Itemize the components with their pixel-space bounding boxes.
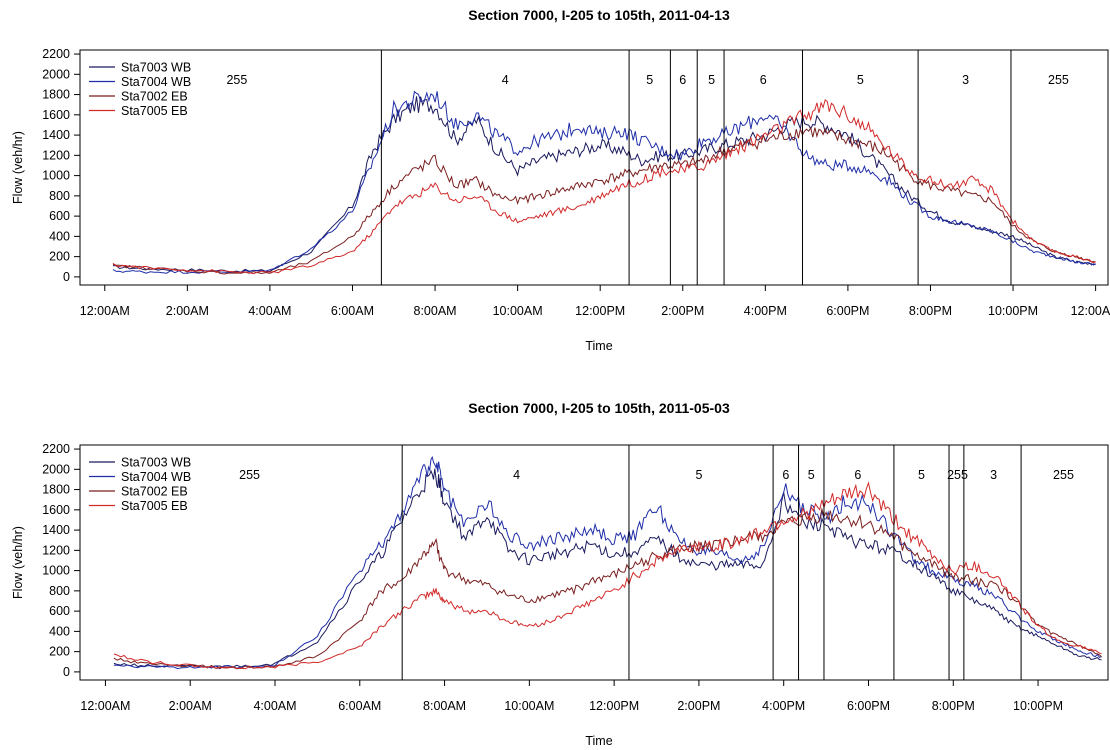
y-tick-label: 800 bbox=[49, 584, 70, 598]
y-tick-label: 400 bbox=[49, 624, 70, 638]
region-label: 5 bbox=[695, 468, 702, 482]
x-tick-label: 6:00AM bbox=[331, 304, 374, 318]
plot-frame bbox=[79, 444, 1109, 681]
x-tick-label: 10:00AM bbox=[493, 304, 543, 318]
x-tick-label: 2:00PM bbox=[661, 304, 704, 318]
x-tick-label: 2:00AM bbox=[169, 699, 212, 713]
y-tick-label: 1600 bbox=[42, 108, 70, 122]
y-tick-label: 0 bbox=[63, 270, 70, 284]
x-tick-label: 12:00PM bbox=[575, 304, 625, 318]
chart-title: Section 7000, I-205 to 105th, 2011-05-03 bbox=[468, 400, 730, 416]
y-tick-label: 2200 bbox=[42, 442, 70, 456]
series-line-sta7003-wb bbox=[113, 468, 1102, 669]
x-tick-label: 4:00AM bbox=[253, 699, 296, 713]
x-tick-label: 6:00AM bbox=[338, 699, 381, 713]
y-tick-label: 200 bbox=[49, 645, 70, 659]
series-line-sta7004-wb bbox=[112, 90, 1096, 274]
region-label: 255 bbox=[1053, 468, 1074, 482]
y-tick-label: 2000 bbox=[42, 67, 70, 81]
y-tick-label: 1000 bbox=[42, 169, 70, 183]
y-tick-label: 1800 bbox=[42, 88, 70, 102]
region-label: 5 bbox=[857, 73, 864, 87]
x-tick-label: 12:00PM bbox=[589, 699, 639, 713]
y-tick-label: 400 bbox=[49, 229, 70, 243]
series-line-sta7005-eb bbox=[112, 99, 1096, 275]
x-axis-label: Time bbox=[585, 734, 612, 748]
x-tick-label: 6:00PM bbox=[826, 304, 869, 318]
x-tick-label: 8:00PM bbox=[909, 304, 952, 318]
region-label: 255 bbox=[226, 73, 247, 87]
series-line-sta7002-eb bbox=[112, 126, 1096, 275]
y-tick-label: 200 bbox=[49, 250, 70, 264]
region-label: 6 bbox=[782, 468, 789, 482]
x-tick-label: 4:00AM bbox=[248, 304, 291, 318]
chart-panel-2: Section 7000, I-205 to 105th, 2011-05-03… bbox=[11, 400, 1109, 748]
y-tick-label: 600 bbox=[49, 209, 70, 223]
chart-title: Section 7000, I-205 to 105th, 2011-04-13 bbox=[468, 7, 730, 23]
region-label: 255 bbox=[239, 468, 260, 482]
legend-label: Sta7004 WB bbox=[121, 75, 191, 89]
region-label: 4 bbox=[502, 73, 509, 87]
x-tick-label: 8:00AM bbox=[414, 304, 457, 318]
y-tick-label: 1200 bbox=[42, 543, 70, 557]
y-tick-label: 2200 bbox=[42, 47, 70, 61]
x-tick-label: 12:00AM bbox=[1071, 304, 1110, 318]
legend-label: Sta7002 EB bbox=[121, 90, 188, 104]
region-label: 255 bbox=[947, 468, 968, 482]
plot-frame bbox=[79, 49, 1109, 286]
region-label: 5 bbox=[808, 468, 815, 482]
y-tick-label: 1800 bbox=[42, 483, 70, 497]
legend-label: Sta7005 EB bbox=[121, 499, 188, 513]
region-label: 255 bbox=[1048, 73, 1069, 87]
region-label: 6 bbox=[760, 73, 767, 87]
legend-label: Sta7003 WB bbox=[121, 456, 191, 470]
region-label: 5 bbox=[646, 73, 653, 87]
legend-label: Sta7002 EB bbox=[121, 485, 188, 499]
x-tick-label: 4:00PM bbox=[744, 304, 787, 318]
region-label: 5 bbox=[918, 468, 925, 482]
legend-label: Sta7005 EB bbox=[121, 104, 188, 118]
region-label: 6 bbox=[854, 468, 861, 482]
series-line-sta7004-wb bbox=[113, 455, 1102, 670]
y-tick-label: 0 bbox=[63, 665, 70, 679]
x-tick-label: 10:00PM bbox=[988, 304, 1038, 318]
region-label: 3 bbox=[962, 73, 969, 87]
region-label: 6 bbox=[679, 73, 686, 87]
y-tick-label: 800 bbox=[49, 189, 70, 203]
x-axis-label: Time bbox=[585, 339, 612, 353]
x-tick-label: 12:00AM bbox=[80, 699, 130, 713]
x-tick-label: 10:00PM bbox=[1013, 699, 1063, 713]
x-tick-label: 8:00AM bbox=[423, 699, 466, 713]
y-tick-label: 1000 bbox=[42, 564, 70, 578]
legend-label: Sta7003 WB bbox=[121, 61, 191, 75]
x-tick-label: 12:00AM bbox=[80, 304, 130, 318]
legend-label: Sta7004 WB bbox=[121, 470, 191, 484]
x-tick-label: 4:00PM bbox=[762, 699, 805, 713]
y-tick-label: 2000 bbox=[42, 462, 70, 476]
y-tick-label: 1400 bbox=[42, 523, 70, 537]
x-tick-label: 8:00PM bbox=[932, 699, 975, 713]
y-tick-label: 1400 bbox=[42, 128, 70, 142]
chart-panel-1: Section 7000, I-205 to 105th, 2011-04-13… bbox=[11, 7, 1110, 353]
x-tick-label: 10:00AM bbox=[504, 699, 554, 713]
y-axis-label: Flow (veh/hr) bbox=[11, 131, 25, 204]
series-line-sta7003-wb bbox=[112, 96, 1096, 273]
y-axis-label: Flow (veh/hr) bbox=[11, 526, 25, 599]
x-tick-label: 6:00PM bbox=[847, 699, 890, 713]
x-tick-label: 2:00PM bbox=[677, 699, 720, 713]
region-label: 5 bbox=[708, 73, 715, 87]
x-tick-label: 2:00AM bbox=[166, 304, 209, 318]
y-tick-label: 1600 bbox=[42, 503, 70, 517]
region-label: 3 bbox=[990, 468, 997, 482]
y-tick-label: 600 bbox=[49, 604, 70, 618]
y-tick-label: 1200 bbox=[42, 148, 70, 162]
series-line-sta7005-eb bbox=[113, 481, 1102, 670]
region-label: 4 bbox=[513, 468, 520, 482]
